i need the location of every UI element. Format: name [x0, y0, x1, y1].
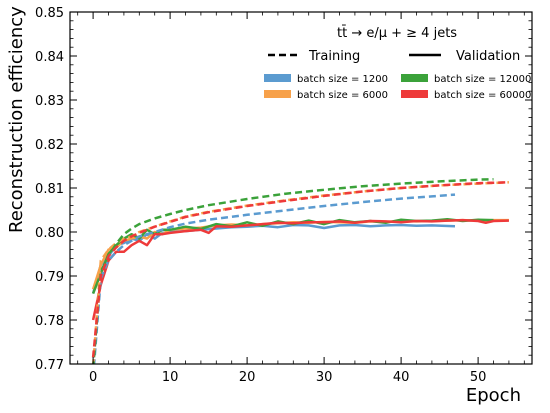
training-line-batch-60000	[91, 181, 509, 358]
legend-label-batch-6000: batch size = 6000	[297, 90, 388, 101]
y-tick-label: 0.83	[35, 94, 64, 109]
legend: tt̄ → e/μ + ≥ 4 jets Training Validation…	[264, 26, 531, 101]
y-tick-label: 0.81	[35, 182, 64, 197]
x-tick-label: 10	[162, 370, 179, 385]
legend-title: tt̄ → e/μ + ≥ 4 jets	[337, 26, 457, 41]
ticks-layer: 0 10 20 30 40 50 0.77 0.78 0.79 0.80 0.81 0.82 0.83 0…	[35, 6, 532, 385]
x-tick-label: 30	[316, 370, 333, 385]
y-tick-label: 0.84	[35, 50, 64, 65]
legend-swatch-batch-60000	[401, 90, 428, 98]
legend-swatch-batch-1200	[264, 74, 291, 82]
validation-line-batch-60000	[91, 218, 509, 321]
legend-swatch-batch-6000	[264, 90, 291, 98]
x-tick-label: 0	[89, 370, 97, 385]
plot-frame	[69, 11, 533, 365]
y-tick-label: 0.77	[35, 358, 64, 373]
legend-label-batch-60000: batch size = 60000	[434, 90, 531, 101]
y-tick-label: 0.78	[35, 314, 64, 329]
legend-swatch-batch-12000	[401, 74, 428, 82]
training-line-batch-12000	[92, 177, 494, 364]
x-tick-label: 40	[393, 370, 410, 385]
validation-line-batch-12000	[91, 217, 494, 295]
y-tick-label: 0.80	[35, 226, 64, 241]
y-tick-label: 0.85	[35, 6, 64, 21]
training-line-batch-1200	[92, 193, 456, 364]
legend-training-label: Training	[308, 49, 360, 64]
y-axis-label: Reconstruction efficiency	[6, 6, 27, 233]
legend-label-batch-1200: batch size = 1200	[297, 74, 388, 85]
legend-validation-label: Validation	[456, 49, 520, 64]
y-tick-label: 0.82	[35, 138, 64, 153]
legend-label-batch-12000: batch size = 12000	[434, 74, 531, 85]
x-tick-label: 50	[470, 370, 487, 385]
validation-line-batch-6000	[91, 218, 509, 290]
x-tick-label: 20	[239, 370, 256, 385]
x-axis-label: Epoch	[466, 385, 521, 406]
y-tick-label: 0.79	[35, 270, 64, 285]
series-layer	[91, 177, 509, 364]
